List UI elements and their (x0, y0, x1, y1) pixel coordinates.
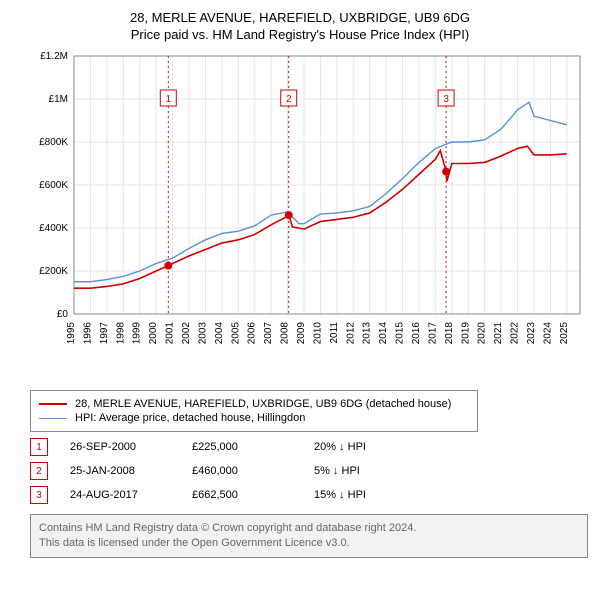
svg-text:1997: 1997 (99, 322, 110, 345)
marker-number-box: 2 (30, 462, 48, 480)
marker-date: 24-AUG-2017 (70, 489, 170, 501)
svg-text:2013: 2013 (362, 322, 373, 345)
svg-text:2016: 2016 (411, 322, 422, 345)
footer-line2: This data is licensed under the Open Gov… (39, 536, 579, 551)
svg-text:2000: 2000 (148, 322, 159, 345)
svg-text:£0: £0 (57, 309, 69, 320)
svg-text:2020: 2020 (477, 322, 488, 345)
title-line1: 28, MERLE AVENUE, HAREFIELD, UXBRIDGE, U… (10, 10, 590, 25)
svg-text:£600K: £600K (39, 180, 68, 191)
svg-text:£1M: £1M (49, 94, 68, 105)
svg-text:3: 3 (443, 94, 449, 105)
price-chart: £0 £200K £400K £600K £800K £1M £1.2M 1995 1996 19… (24, 50, 584, 380)
svg-text:2022: 2022 (510, 322, 521, 345)
svg-text:£1.2M: £1.2M (40, 51, 68, 62)
svg-text:2004: 2004 (214, 322, 225, 345)
marker-row: 1 26-SEP-2000 £225,000 20% ↓ HPI (30, 438, 590, 456)
svg-text:£200K: £200K (39, 266, 68, 277)
marker-delta: 20% ↓ HPI (314, 441, 414, 453)
svg-text:1995: 1995 (66, 322, 77, 345)
svg-text:2019: 2019 (460, 322, 471, 345)
svg-text:2011: 2011 (329, 322, 340, 344)
svg-text:2005: 2005 (230, 322, 241, 345)
svg-text:2006: 2006 (247, 322, 258, 345)
svg-text:1996: 1996 (82, 322, 93, 345)
svg-text:1: 1 (166, 94, 172, 105)
svg-text:2012: 2012 (345, 322, 356, 345)
marker-price: £662,500 (192, 489, 292, 501)
svg-text:2: 2 (286, 94, 292, 105)
svg-text:2009: 2009 (296, 322, 307, 345)
svg-text:2021: 2021 (493, 322, 504, 345)
marker-row: 2 25-JAN-2008 £460,000 5% ↓ HPI (30, 462, 590, 480)
legend-item: 28, MERLE AVENUE, HAREFIELD, UXBRIDGE, U… (39, 397, 469, 411)
svg-text:2001: 2001 (165, 322, 176, 345)
svg-text:2003: 2003 (197, 322, 208, 345)
marker-date: 26-SEP-2000 (70, 441, 170, 453)
marker-row: 3 24-AUG-2017 £662,500 15% ↓ HPI (30, 486, 590, 504)
svg-text:2018: 2018 (444, 322, 455, 345)
chart-titles: 28, MERLE AVENUE, HAREFIELD, UXBRIDGE, U… (10, 10, 590, 42)
svg-text:2017: 2017 (427, 322, 438, 345)
legend-swatch (39, 418, 67, 419)
svg-text:2010: 2010 (312, 322, 323, 345)
legend-swatch (39, 403, 67, 405)
marker-price: £225,000 (192, 441, 292, 453)
marker-delta: 5% ↓ HPI (314, 465, 414, 477)
legend-item: HPI: Average price, detached house, Hill… (39, 411, 469, 425)
marker-delta: 15% ↓ HPI (314, 489, 414, 501)
marker-number-box: 1 (30, 438, 48, 456)
svg-text:2015: 2015 (395, 322, 406, 345)
svg-text:2024: 2024 (542, 322, 553, 345)
svg-text:2002: 2002 (181, 322, 192, 345)
marker-number-box: 3 (30, 486, 48, 504)
attribution-footer: Contains HM Land Registry data © Crown c… (30, 514, 588, 558)
footer-line1: Contains HM Land Registry data © Crown c… (39, 521, 579, 536)
svg-text:2025: 2025 (559, 322, 570, 345)
svg-text:2008: 2008 (280, 322, 291, 345)
svg-text:£400K: £400K (39, 223, 68, 234)
legend-label: 28, MERLE AVENUE, HAREFIELD, UXBRIDGE, U… (75, 398, 451, 410)
svg-text:£800K: £800K (39, 137, 68, 148)
marker-date: 25-JAN-2008 (70, 465, 170, 477)
svg-text:1999: 1999 (132, 322, 143, 345)
marker-price: £460,000 (192, 465, 292, 477)
svg-text:1998: 1998 (115, 322, 126, 345)
legend-box: 28, MERLE AVENUE, HAREFIELD, UXBRIDGE, U… (30, 390, 478, 432)
svg-text:2023: 2023 (526, 322, 537, 345)
legend-label: HPI: Average price, detached house, Hill… (75, 412, 305, 424)
title-line2: Price paid vs. HM Land Registry's House … (10, 27, 590, 42)
marker-table: 1 26-SEP-2000 £225,000 20% ↓ HPI 2 25-JAN-200… (30, 438, 590, 504)
svg-text:2007: 2007 (263, 322, 274, 345)
svg-text:2014: 2014 (378, 322, 389, 345)
